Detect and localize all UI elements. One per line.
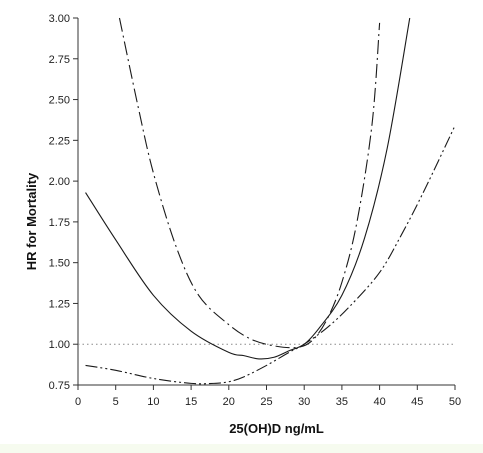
y-axis-label: HR for Mortality [24,172,39,270]
footer-band [0,444,483,453]
series-line-3-dash-dot-dot [85,125,456,385]
x-tick-label: 25 [260,396,272,408]
x-tick-label: 20 [223,396,235,408]
x-tick-label: 30 [298,396,310,408]
y-tick-label: 0.75 [49,380,70,392]
x-tick-label: 5 [113,396,119,408]
y-tick-label: 1.00 [49,339,70,351]
y-tick-label: 2.00 [49,176,70,188]
y-tick-label: 2.50 [49,95,70,107]
x-tick-label: 15 [185,396,197,408]
x-tick-label: 0 [75,396,81,408]
series-line-1-solid [85,17,411,360]
x-tick-label: 40 [373,396,385,408]
x-tick-label: 35 [336,396,348,408]
x-tick-label: 45 [411,396,423,408]
x-tick-label: 10 [147,396,159,408]
y-tick-label: 3.00 [49,13,70,25]
y-tick-label: 2.25 [49,135,70,147]
y-tick-label: 1.50 [49,258,70,270]
x-axis-label: 25(OH)D ng/mL [229,421,324,436]
y-tick-label: 1.25 [49,298,70,310]
y-tick-label: 2.75 [49,54,70,66]
y-tick-label: 1.75 [49,217,70,229]
x-tick-label: 50 [449,396,461,408]
